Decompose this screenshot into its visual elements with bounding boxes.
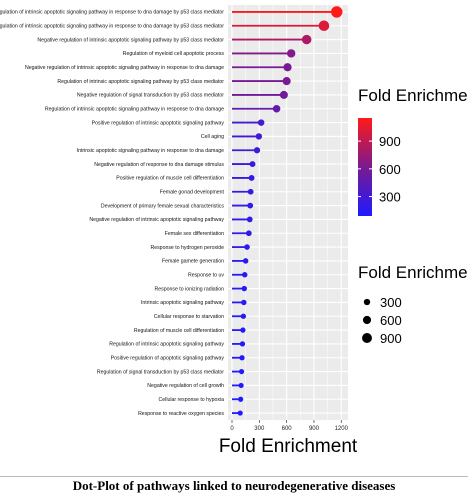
lollipop-dot bbox=[239, 341, 246, 347]
category-label: Negative regulation of intrinsic apoptot… bbox=[0, 10, 224, 16]
category-label: Regulation of intrinsic apoptotic signal… bbox=[0, 24, 224, 30]
category-label: Development of primary female sexual cha… bbox=[101, 203, 225, 209]
category-label: Regulation of myeloid cell apoptotic pro… bbox=[123, 51, 225, 57]
lollipop-dot bbox=[247, 188, 254, 195]
lollipop-dot bbox=[249, 161, 256, 168]
lollipop-dot bbox=[272, 105, 281, 113]
category-label: Response to reactive oxygen species bbox=[138, 411, 224, 417]
lollipop-dot bbox=[238, 382, 244, 389]
x-tick-label: 1200 bbox=[335, 426, 349, 432]
x-tick-label: 300 bbox=[254, 426, 265, 432]
category-label: Regulation of intrinsic apoptotic signal… bbox=[57, 79, 224, 85]
lollipop-dot bbox=[245, 230, 252, 237]
color-legend-bar bbox=[358, 118, 372, 216]
lollipop-dot bbox=[241, 299, 247, 306]
size-legend: Fold Enrichment 300 600 900 bbox=[358, 263, 468, 346]
category-label: Intrinsic apoptotic signaling pathway in… bbox=[77, 148, 224, 154]
lollipop-dot bbox=[255, 133, 263, 140]
lollipop-dot bbox=[286, 49, 296, 58]
lollipop-dot bbox=[279, 90, 288, 99]
color-legend-tick: 300 bbox=[379, 190, 401, 205]
category-label: Cell aging bbox=[201, 134, 224, 140]
category-label: Regulation of signal transduction by p53… bbox=[97, 369, 224, 375]
lollipop-dot bbox=[238, 396, 244, 402]
category-label: Negative regulation of intrinsic apoptot… bbox=[25, 65, 224, 71]
color-legend-tick: 900 bbox=[379, 134, 401, 149]
lollipop-dot bbox=[241, 285, 247, 292]
lollipop-dot bbox=[246, 216, 253, 223]
lollipop-chart: Negative regulation of intrinsic apoptot… bbox=[0, 5, 468, 457]
category-label: Regulation of intrinsic apoptotic signal… bbox=[45, 107, 224, 113]
size-legend-dot bbox=[363, 298, 371, 306]
lollipop-dot bbox=[238, 368, 245, 375]
lollipop-dot bbox=[240, 313, 247, 319]
category-label: Negative regulation of cell growth bbox=[147, 383, 224, 389]
color-legend: Fold Enrichment 900 600 300 bbox=[358, 86, 468, 216]
category-label: Regulation of intrinsic apoptotic signal… bbox=[109, 342, 224, 348]
category-label: Regulation of muscle cell differentiatio… bbox=[134, 328, 224, 334]
category-label: Negative regulation of intrinsic apoptot… bbox=[37, 37, 224, 43]
lollipop-stems bbox=[232, 11, 337, 414]
lollipop-dot bbox=[318, 20, 330, 32]
size-legend-dot bbox=[362, 333, 372, 343]
size-legend-title: Fold Enrichment bbox=[358, 263, 468, 282]
x-tick-label: 0 bbox=[230, 426, 234, 432]
category-label: Response to ionizing radiation bbox=[155, 286, 225, 292]
lollipop-dot bbox=[257, 119, 265, 126]
lollipop-dot bbox=[253, 147, 261, 154]
lollipop-dot bbox=[282, 77, 291, 86]
size-legend-dot bbox=[362, 315, 372, 325]
category-labels: Negative regulation of intrinsic apoptot… bbox=[0, 10, 225, 417]
x-tick-label: 900 bbox=[309, 426, 320, 432]
category-label: Positive regulation of intrinsic apoptot… bbox=[92, 120, 225, 126]
lollipop-dot bbox=[301, 34, 312, 45]
x-axis-ticks: 0 300 600 900 1200 bbox=[230, 420, 349, 432]
category-label: Response to hydrogen peroxide bbox=[150, 245, 224, 251]
plot-panel bbox=[228, 5, 348, 420]
category-label: Negative regulation of intrinsic apoptot… bbox=[89, 217, 224, 223]
lollipop-dot bbox=[244, 244, 250, 250]
lollipop-dot bbox=[237, 410, 243, 416]
category-label: Positive regulation of muscle cell diffe… bbox=[116, 176, 224, 182]
category-label: Female gamete generation bbox=[162, 259, 224, 265]
size-legend-label: 600 bbox=[380, 313, 402, 328]
size-legend-label: 300 bbox=[380, 295, 402, 310]
category-label: Cellular response to hypoxia bbox=[159, 397, 225, 403]
lollipop-dot bbox=[239, 355, 245, 361]
color-legend-title: Fold Enrichment bbox=[358, 86, 468, 105]
lollipop-dot bbox=[248, 174, 255, 181]
color-legend-tick: 600 bbox=[379, 162, 401, 177]
category-label: Positive regulation of apoptotic signali… bbox=[111, 356, 225, 362]
size-legend-label: 900 bbox=[380, 331, 402, 346]
lollipop-dot bbox=[242, 258, 249, 264]
category-label: Negative regulation of signal transducti… bbox=[77, 93, 224, 99]
x-tick-label: 600 bbox=[282, 426, 293, 432]
lollipop-dot bbox=[242, 272, 248, 278]
lollipop-dot bbox=[283, 63, 292, 72]
lollipop-dots bbox=[237, 6, 343, 416]
category-label: Female sex differentiation bbox=[165, 231, 224, 237]
x-axis-title: Fold Enrichment bbox=[219, 436, 358, 457]
category-label: Response to uv bbox=[188, 273, 224, 279]
category-label: Cellular response to starvation bbox=[154, 314, 224, 320]
lollipop-dot bbox=[247, 202, 254, 209]
category-label: Female gonad development bbox=[160, 190, 225, 196]
lollipop-dot bbox=[240, 327, 246, 333]
divider bbox=[0, 476, 468, 477]
figure-caption: Dot-Plot of pathways linked to neurodege… bbox=[72, 478, 396, 493]
category-label: Negative regulation of response to dna d… bbox=[94, 162, 224, 168]
lollipop-dot bbox=[331, 6, 343, 18]
category-label: Intrinsic apoptotic signaling pathway bbox=[141, 300, 224, 306]
